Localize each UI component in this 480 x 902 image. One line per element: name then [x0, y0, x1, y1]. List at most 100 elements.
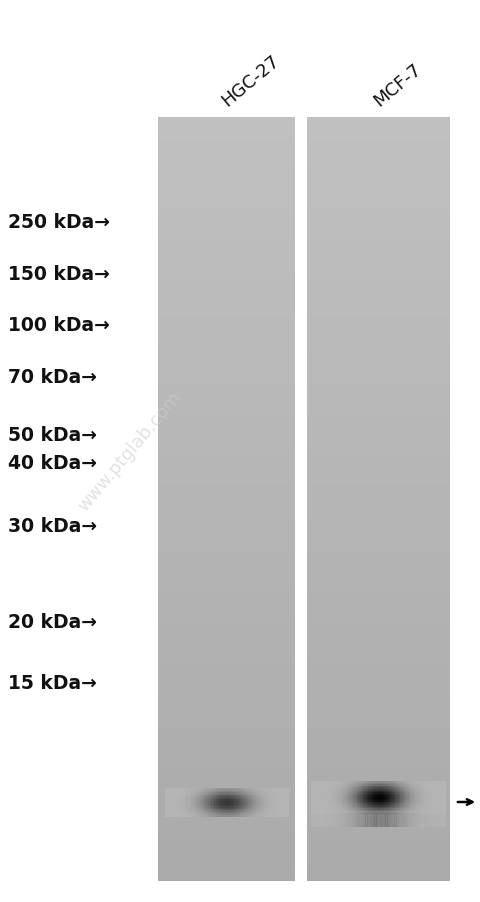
Bar: [375, 800, 377, 803]
Bar: [274, 794, 276, 796]
Bar: [217, 806, 219, 808]
Bar: [352, 783, 354, 785]
Bar: [443, 796, 444, 797]
Bar: [367, 804, 369, 805]
Bar: [204, 801, 205, 803]
Bar: [254, 796, 256, 798]
Bar: [307, 690, 450, 698]
Bar: [404, 794, 406, 796]
Bar: [172, 791, 175, 793]
Bar: [406, 781, 408, 783]
Bar: [336, 785, 339, 787]
Bar: [220, 791, 222, 793]
Bar: [332, 783, 334, 785]
Bar: [216, 807, 218, 810]
Bar: [345, 812, 347, 814]
Bar: [348, 806, 350, 809]
Bar: [432, 785, 434, 787]
Bar: [205, 814, 207, 815]
Bar: [277, 805, 279, 806]
Bar: [360, 813, 363, 827]
Bar: [402, 792, 404, 795]
Bar: [211, 807, 213, 810]
Bar: [400, 802, 403, 804]
Bar: [250, 796, 252, 798]
Bar: [340, 786, 342, 788]
Bar: [443, 786, 444, 788]
Bar: [237, 788, 240, 790]
Bar: [233, 788, 235, 790]
Bar: [270, 807, 272, 810]
Bar: [355, 792, 357, 795]
Bar: [222, 788, 224, 790]
Bar: [264, 814, 265, 815]
Bar: [436, 783, 438, 785]
Bar: [192, 794, 194, 796]
Bar: [347, 787, 349, 789]
Bar: [180, 791, 182, 793]
Bar: [158, 644, 295, 652]
Bar: [252, 804, 255, 805]
Bar: [332, 796, 334, 797]
Bar: [312, 813, 314, 827]
Bar: [259, 804, 261, 805]
Bar: [256, 791, 258, 793]
Bar: [340, 796, 342, 797]
Bar: [307, 301, 450, 308]
Bar: [208, 796, 210, 797]
Bar: [183, 794, 185, 796]
Bar: [427, 798, 430, 801]
Bar: [399, 786, 401, 788]
Bar: [362, 787, 364, 789]
Bar: [158, 438, 295, 446]
Bar: [355, 800, 357, 803]
Bar: [307, 400, 450, 408]
Bar: [210, 796, 212, 798]
Bar: [239, 794, 241, 796]
Bar: [397, 792, 399, 795]
Bar: [268, 792, 270, 795]
Bar: [180, 792, 182, 795]
Bar: [210, 811, 212, 813]
Bar: [313, 812, 315, 814]
Bar: [254, 796, 256, 797]
Bar: [192, 791, 194, 793]
Bar: [190, 791, 192, 793]
Bar: [372, 787, 374, 789]
Bar: [177, 798, 179, 800]
Bar: [332, 787, 334, 789]
Bar: [223, 812, 226, 814]
Bar: [412, 794, 414, 796]
Bar: [326, 785, 329, 787]
Bar: [158, 705, 295, 713]
Bar: [402, 804, 404, 805]
Bar: [436, 800, 438, 803]
Bar: [375, 797, 377, 799]
Bar: [320, 791, 322, 793]
Bar: [228, 799, 230, 801]
Bar: [444, 787, 446, 789]
Bar: [183, 805, 185, 806]
Bar: [426, 796, 428, 797]
Bar: [355, 804, 357, 805]
Bar: [204, 791, 205, 793]
Bar: [190, 802, 192, 804]
Bar: [385, 812, 387, 814]
Bar: [276, 801, 278, 803]
Bar: [250, 812, 252, 814]
Bar: [340, 797, 342, 799]
Bar: [345, 786, 347, 788]
Bar: [380, 810, 383, 812]
Bar: [185, 788, 187, 790]
Bar: [396, 781, 397, 783]
Bar: [409, 783, 411, 785]
Bar: [192, 796, 194, 798]
Bar: [316, 804, 319, 805]
Bar: [434, 813, 437, 827]
Bar: [250, 796, 252, 797]
Bar: [252, 809, 255, 811]
Bar: [205, 791, 207, 793]
Bar: [399, 812, 401, 814]
Bar: [338, 796, 340, 797]
Bar: [227, 805, 228, 806]
